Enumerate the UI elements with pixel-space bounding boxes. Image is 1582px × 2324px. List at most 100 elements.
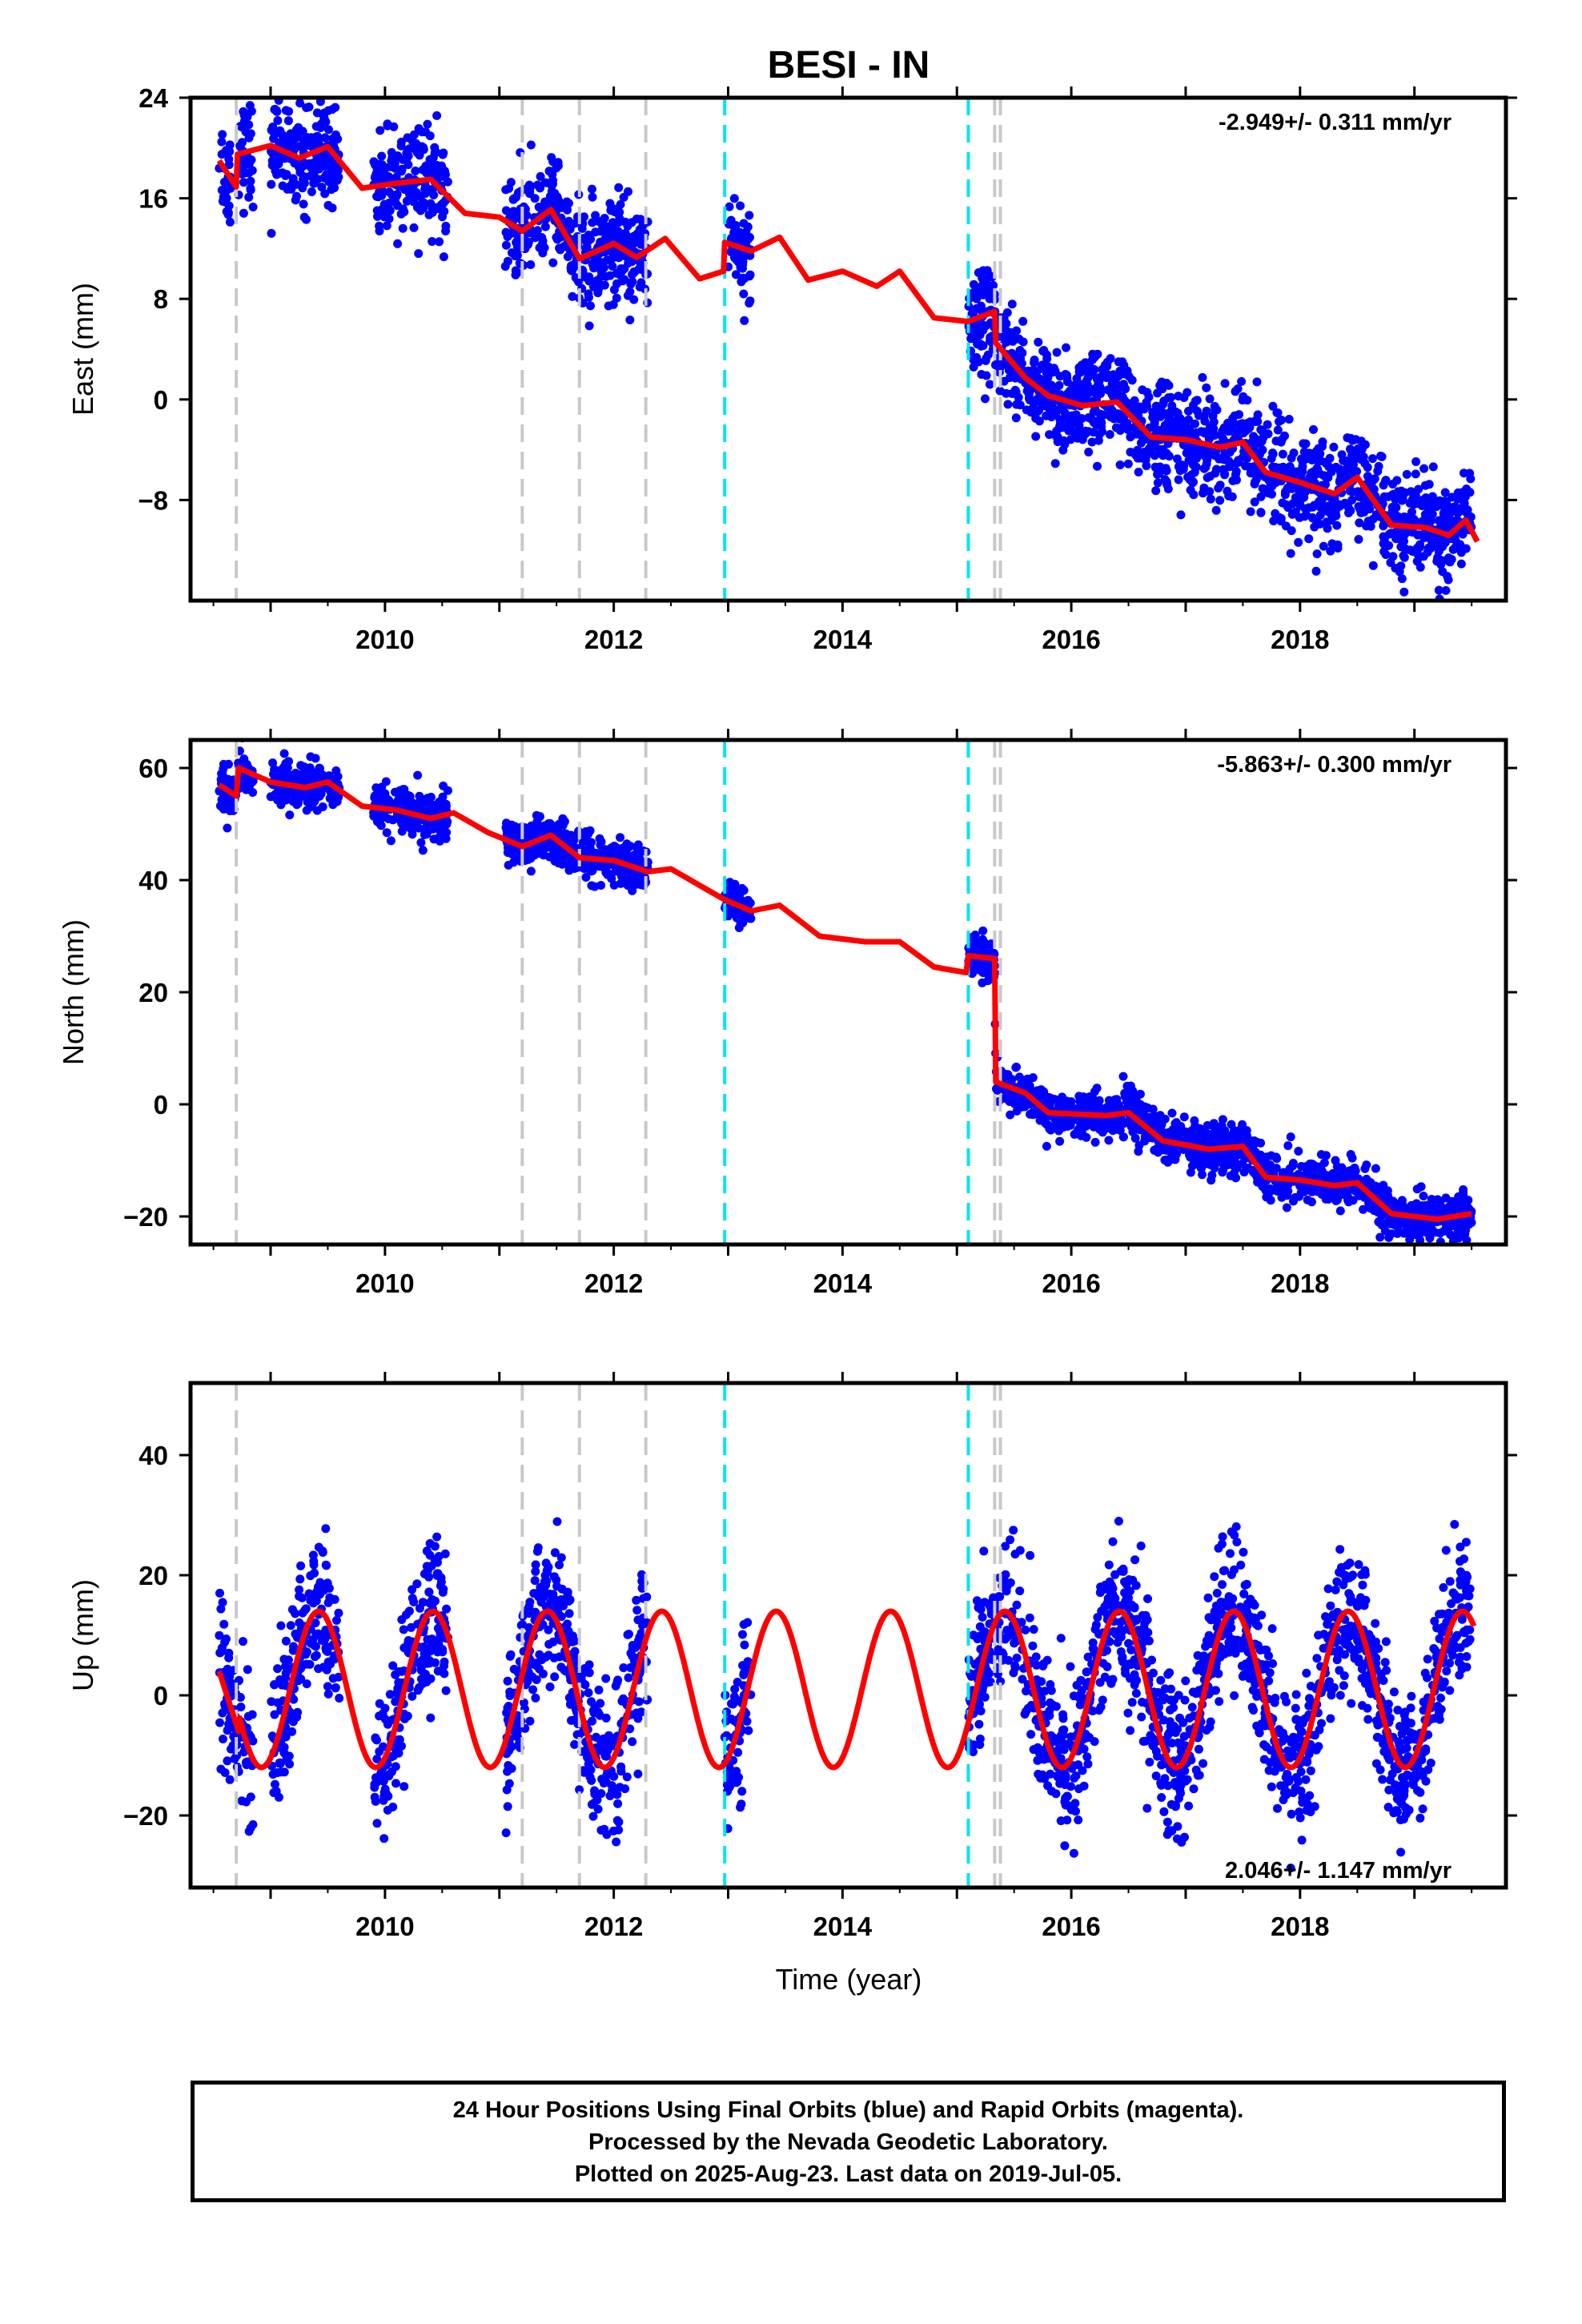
data-point [1162, 1146, 1171, 1155]
data-point [624, 259, 633, 267]
data-point [320, 133, 330, 143]
data-point [283, 116, 293, 126]
data-point [1221, 453, 1231, 463]
data-point [1185, 1150, 1194, 1160]
data-point [580, 235, 589, 245]
data-point [1233, 431, 1243, 440]
data-point [505, 821, 515, 830]
data-point [266, 792, 275, 802]
data-point [321, 1560, 331, 1570]
data-point [223, 823, 232, 833]
data-point [312, 108, 322, 118]
rate-label: -2.949+/- 0.311 mm/yr [1219, 110, 1452, 135]
data-point [1206, 494, 1215, 504]
data-point [745, 899, 755, 908]
data-point [219, 759, 228, 769]
data-point [1291, 507, 1300, 517]
data-point [506, 178, 516, 187]
data-point [1347, 445, 1355, 455]
data-point [1012, 326, 1022, 336]
data-point [1089, 384, 1098, 394]
data-point [323, 1578, 332, 1588]
data-point [993, 1086, 1002, 1096]
data-point [443, 817, 452, 826]
data-point [966, 334, 976, 344]
data-point [1374, 461, 1383, 471]
data-point [1380, 1226, 1390, 1236]
data-point [964, 302, 974, 311]
data-point [623, 221, 632, 231]
data-point [430, 143, 440, 152]
data-point [330, 78, 339, 86]
data-point [371, 171, 380, 181]
data-point [1368, 561, 1378, 570]
data-point [1364, 476, 1374, 486]
data-point [606, 206, 616, 215]
data-point [1447, 555, 1456, 564]
data-point [1123, 459, 1133, 468]
data-point [1206, 472, 1215, 481]
data-point [248, 203, 258, 211]
data-point [323, 1682, 332, 1691]
data-point [1159, 396, 1169, 406]
data-point [511, 251, 520, 261]
data-point [738, 273, 748, 283]
data-point [982, 353, 991, 363]
data-point [1411, 457, 1421, 466]
data-point [243, 1665, 252, 1675]
data-point [1160, 475, 1170, 485]
data-point [267, 228, 276, 238]
data-point [293, 798, 303, 808]
data-point [414, 823, 424, 833]
data-point [331, 1615, 341, 1625]
data-point [1335, 1191, 1343, 1200]
data-point [586, 301, 595, 311]
data-point [1308, 452, 1318, 462]
data-point [591, 227, 600, 237]
data-point [1295, 1192, 1304, 1201]
data-point [371, 812, 380, 822]
data-point [1456, 1230, 1466, 1240]
data-point [1453, 509, 1463, 517]
data-point [552, 192, 562, 202]
data-point [424, 210, 434, 219]
data-point [1235, 1126, 1244, 1135]
data-point [1038, 360, 1047, 370]
data-point [245, 156, 254, 166]
data-point [1237, 376, 1247, 386]
data-point [976, 340, 985, 349]
data-point [1093, 461, 1102, 471]
data-point [1310, 501, 1319, 510]
data-point [1309, 471, 1319, 480]
data-point [1319, 1169, 1328, 1179]
data-point [387, 147, 396, 157]
data-point [727, 233, 737, 243]
data-point [1331, 498, 1340, 508]
data-point [416, 206, 425, 215]
data-point [623, 881, 632, 891]
data-point [1118, 1132, 1128, 1142]
data-point [1007, 300, 1017, 309]
data-point [1089, 1095, 1098, 1104]
data-point [1047, 412, 1057, 421]
data-point [289, 1642, 298, 1651]
data-point [222, 207, 231, 216]
data-point [1256, 425, 1266, 434]
data-point [1246, 507, 1255, 517]
x-tick-label: 2012 [584, 1269, 643, 1298]
data-point [1084, 413, 1094, 422]
data-point [1339, 1174, 1348, 1184]
data-point [1331, 1156, 1340, 1165]
data-point [1347, 496, 1357, 505]
data-point [981, 394, 990, 404]
data-point [1419, 1192, 1428, 1200]
data-point [1150, 1120, 1160, 1130]
data-point [382, 221, 391, 231]
data-point [1217, 1121, 1227, 1131]
data-point [1142, 401, 1152, 411]
data-point [1268, 401, 1278, 411]
data-point [584, 829, 593, 838]
data-point [1319, 505, 1328, 515]
data-point [1055, 415, 1065, 424]
